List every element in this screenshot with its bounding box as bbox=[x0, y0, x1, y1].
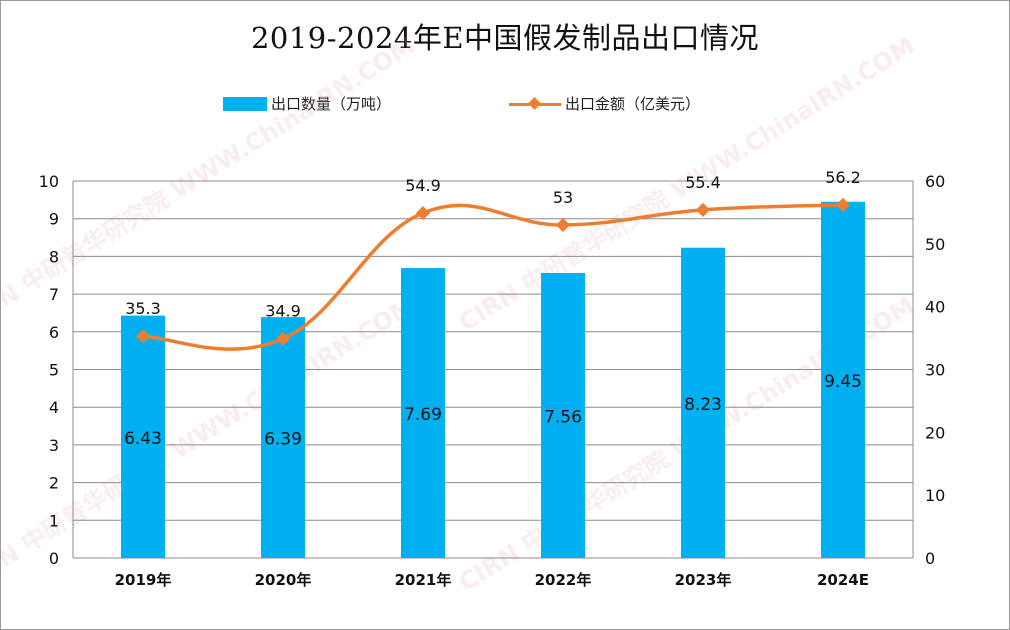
chart-legend: 出口数量（万吨） 出口金额（亿美元） bbox=[1, 91, 1009, 115]
y-left-tick-label: 10 bbox=[39, 172, 59, 191]
line-value-label: 56.2 bbox=[825, 168, 861, 187]
y-right-tick-label: 40 bbox=[925, 298, 945, 317]
x-category-label: 2021年 bbox=[395, 571, 452, 589]
x-category-label: 2022年 bbox=[535, 571, 592, 589]
bar-value-label: 7.56 bbox=[544, 407, 582, 427]
bar-value-label: 6.39 bbox=[264, 430, 302, 450]
x-category-label: 2024E bbox=[817, 571, 869, 589]
legend-item-quantity: 出口数量（万吨） bbox=[223, 93, 391, 114]
line-value-label: 35.3 bbox=[125, 299, 161, 318]
y-left-tick-label: 5 bbox=[49, 361, 59, 380]
bar-value-label: 7.69 bbox=[404, 405, 442, 425]
line-marker bbox=[275, 331, 291, 346]
y-right-tick-label: 20 bbox=[925, 423, 945, 442]
legend-line-swatch bbox=[509, 96, 561, 111]
watermark-text: CIRN 中研普华研究院 WWW.ChinaIRN.COM bbox=[1, 292, 419, 597]
line-marker bbox=[135, 329, 151, 344]
bar-quantity bbox=[821, 201, 865, 559]
data-labels: 6.43 6.39 7.69 7.56 8.23 9.45 35.3 34.9 54.9 53 55… bbox=[124, 168, 862, 450]
y-left-tick-label: 3 bbox=[49, 436, 59, 455]
bar-value-label: 9.45 bbox=[824, 372, 862, 392]
line-marker bbox=[555, 217, 571, 233]
bar-quantity bbox=[121, 315, 165, 558]
x-category-label: 2020年 bbox=[255, 571, 312, 589]
line-value-label: 53 bbox=[553, 188, 573, 207]
line-series bbox=[135, 197, 851, 351]
watermark-text: CIRN 中研普华研究院 WWW.ChinaIRN.COM bbox=[1, 32, 419, 337]
line-value-label: 34.9 bbox=[265, 302, 301, 321]
y-right-tick-label: 30 bbox=[925, 361, 945, 380]
grid-lines bbox=[73, 180, 913, 559]
line-value-label: 55.4 bbox=[685, 173, 721, 192]
y-left-tick-label: 9 bbox=[49, 210, 59, 229]
bar-quantity bbox=[681, 247, 725, 558]
legend-label-amount: 出口金额（亿美元） bbox=[565, 95, 701, 113]
bar-value-label: 6.43 bbox=[124, 429, 162, 449]
y-left-tick-label: 6 bbox=[49, 323, 59, 342]
line-marker bbox=[835, 197, 851, 212]
bar-value-label: 8.23 bbox=[684, 395, 722, 415]
line-marker bbox=[415, 205, 431, 221]
y-right-tick-label: 60 bbox=[925, 172, 945, 191]
bar-quantity bbox=[541, 272, 585, 558]
legend-label-quantity: 出口数量（万吨） bbox=[271, 95, 392, 113]
y-left-tick-label: 2 bbox=[49, 474, 59, 493]
x-category-label: 2019年 bbox=[115, 571, 172, 589]
y-right-tick-label: 10 bbox=[925, 486, 945, 505]
y-left-tick-label: 7 bbox=[49, 285, 59, 304]
y-right-tick-label: 50 bbox=[925, 235, 945, 254]
y-left-tick-label: 4 bbox=[49, 398, 59, 417]
line-marker bbox=[695, 202, 711, 217]
y-right-tick-label: 0 bbox=[925, 549, 935, 568]
y-left-tick-label: 1 bbox=[49, 511, 59, 530]
line-value-label: 54.9 bbox=[405, 176, 441, 195]
bar-quantity bbox=[261, 317, 305, 558]
bar-quantity bbox=[401, 268, 445, 558]
axes: 0 1 2 3 4 5 6 7 8 9 10 0 10 20 30 40 50 60 2019年 2020年 2021年… bbox=[39, 172, 946, 589]
y-left-tick-label: 0 bbox=[49, 549, 59, 568]
legend-item-amount: 出口金额（亿美元） bbox=[509, 93, 700, 114]
x-category-label: 2023年 bbox=[675, 571, 732, 589]
line-amount bbox=[142, 203, 844, 351]
legend-bar-swatch bbox=[223, 96, 267, 111]
chart-title: 2019-2024年E中国假发制品出口情况 bbox=[250, 21, 760, 55]
bar-series bbox=[121, 201, 865, 559]
y-left-tick-label: 8 bbox=[49, 247, 59, 266]
